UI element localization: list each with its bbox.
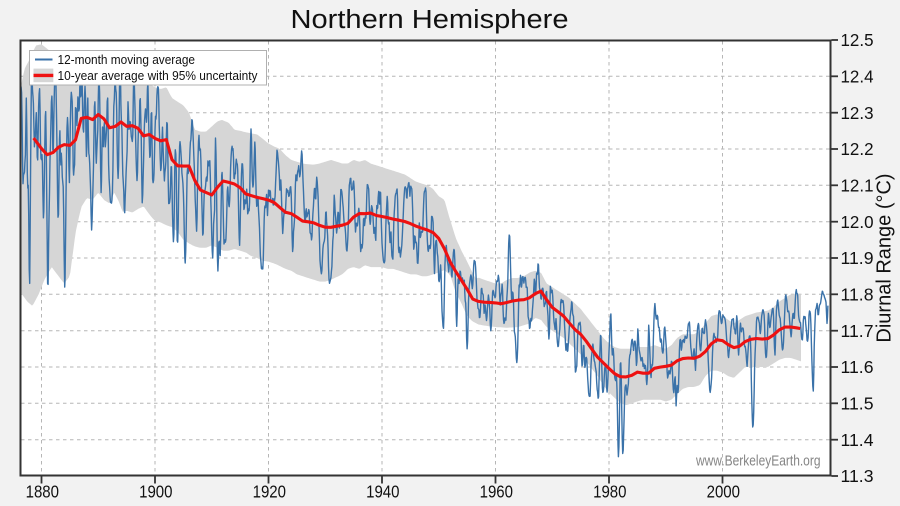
svg-text:www.BerkeleyEarth.org: www.BerkeleyEarth.org	[695, 454, 820, 470]
svg-text:11.9: 11.9	[841, 248, 874, 268]
svg-text:11.7: 11.7	[841, 321, 874, 341]
svg-text:Diurnal Range (°C): Diurnal Range (°C)	[874, 173, 896, 342]
svg-text:11.3: 11.3	[841, 466, 874, 486]
svg-text:11.6: 11.6	[841, 357, 874, 377]
svg-text:11.8: 11.8	[841, 285, 874, 305]
svg-text:12-month moving average: 12-month moving average	[58, 52, 196, 67]
svg-text:Northern Hemisphere: Northern Hemisphere	[291, 6, 569, 34]
svg-text:10-year average with 95% uncer: 10-year average with 95% uncertainty	[58, 68, 258, 83]
svg-text:11.5: 11.5	[841, 394, 874, 414]
svg-text:12.2: 12.2	[841, 139, 874, 159]
svg-text:12.3: 12.3	[841, 103, 874, 123]
svg-text:12.1: 12.1	[841, 176, 874, 196]
svg-text:1960: 1960	[480, 482, 514, 502]
svg-text:1980: 1980	[593, 482, 627, 502]
svg-text:1940: 1940	[366, 482, 400, 502]
svg-text:12.4: 12.4	[841, 67, 874, 87]
svg-text:1920: 1920	[253, 482, 287, 502]
svg-text:1900: 1900	[139, 482, 173, 502]
svg-text:1880: 1880	[26, 482, 60, 502]
svg-text:12.0: 12.0	[841, 212, 874, 232]
svg-text:12.5: 12.5	[841, 30, 874, 50]
svg-text:2000: 2000	[707, 482, 741, 502]
svg-text:11.4: 11.4	[841, 430, 874, 450]
